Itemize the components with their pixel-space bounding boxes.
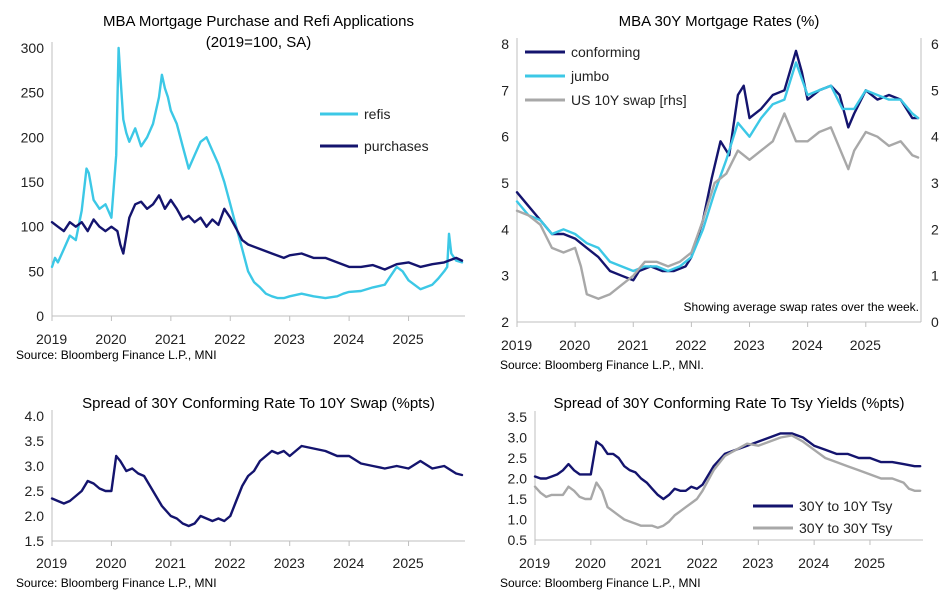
- c4-y-tick-3-5: 3.5: [508, 409, 528, 425]
- chart-applications-svg: MBA Mortgage Purchase and Refi Applicati…: [21, 13, 465, 347]
- c2-y-tick-3: 3: [501, 268, 509, 284]
- chart-spread-tsy: Spread of 30Y Conforming Rate To Tsy Yie…: [473, 392, 946, 572]
- c2-y-tick-6: 6: [501, 129, 509, 145]
- c1-x-tick-2025: 2025: [393, 331, 424, 347]
- c1-title-line-0: MBA Mortgage Purchase and Refi Applicati…: [103, 13, 414, 30]
- c2-y2-tick-1: 1: [931, 268, 939, 284]
- c1-x-tick-2023: 2023: [274, 331, 305, 347]
- c4-x-tick-2019: 2019: [519, 555, 550, 571]
- c1-y-tick-50: 50: [28, 263, 44, 279]
- c4-x-tick-2025: 2025: [854, 555, 885, 571]
- chart-applications: MBA Mortgage Purchase and Refi Applicati…: [0, 0, 473, 347]
- c2-x-tick-2023: 2023: [734, 337, 765, 353]
- c4-x-tick-2020: 2020: [575, 555, 606, 571]
- c2-x-tick-2019: 2019: [501, 337, 532, 353]
- c1-y-tick-150: 150: [21, 174, 45, 190]
- c4-series-30y-to-10y-tsy: [533, 432, 922, 501]
- c1-series-refis: [50, 46, 464, 300]
- c2-y2-tick-5: 5: [931, 82, 939, 98]
- source-note-applications: Source: Bloomberg Finance L.P., MNI: [16, 348, 217, 362]
- c3-series-line-0: [50, 444, 464, 528]
- c1-legend-label-purchases: purchases: [364, 138, 429, 154]
- c3-y-tick-3-0: 3.0: [25, 458, 45, 474]
- source-note-spread-swap: Source: Bloomberg Finance L.P., MNI: [16, 576, 217, 590]
- c2-note: Showing average swap rates over the week…: [684, 300, 919, 314]
- c3-y-tick-1-5: 1.5: [25, 533, 45, 549]
- c3-title-line-0: Spread of 30Y Conforming Rate To 10Y Swa…: [82, 395, 435, 412]
- c1-legend-label-refis: refis: [364, 106, 390, 122]
- c2-x-tick-2024: 2024: [792, 337, 823, 353]
- chart-spread-swap: Spread of 30Y Conforming Rate To 10Y Swa…: [0, 392, 473, 572]
- c2-series-conforming: [515, 49, 920, 282]
- c3-x-tick-2020: 2020: [95, 555, 126, 571]
- source-note-mortgage-rates: Source: Bloomberg Finance L.P., MNI.: [500, 358, 704, 372]
- c2-y-tick-2: 2: [501, 314, 509, 330]
- c2-y-tick-5: 5: [501, 175, 509, 191]
- chart-mortgage-rates: MBA 30Y Mortgage Rates (%) 2019 2020 2021 20…: [473, 0, 946, 353]
- c2-series-us-10y-swap-rhs: [515, 112, 920, 300]
- c2-x-tick-2022: 2022: [675, 337, 706, 353]
- c2-legend-label-conforming: conforming: [571, 44, 640, 60]
- c2-y2-tick-4: 4: [931, 129, 939, 145]
- c2-y-tick-7: 7: [501, 82, 509, 98]
- c1-y-tick-100: 100: [21, 219, 45, 235]
- c1-x-tick-2021: 2021: [155, 331, 186, 347]
- c2-y-tick-8: 8: [501, 36, 509, 52]
- c1-y-tick-200: 200: [21, 129, 45, 145]
- c1-x-tick-2019: 2019: [36, 331, 67, 347]
- c3-y-tick-3-5: 3.5: [25, 433, 45, 449]
- c1-y-tick-300: 300: [21, 40, 45, 56]
- c4-x-tick-2023: 2023: [742, 555, 773, 571]
- c4-y-tick-1-5: 1.5: [508, 491, 528, 507]
- c2-legend-label-jumbo: jumbo: [570, 68, 609, 84]
- c4-legend-label-30y-to-10y-tsy: 30Y to 10Y Tsy: [799, 498, 892, 514]
- chart-spread-swap-svg: Spread of 30Y Conforming Rate To 10Y Swa…: [25, 395, 465, 571]
- c3-x-tick-2021: 2021: [155, 555, 186, 571]
- c4-y-tick-2-0: 2.0: [508, 471, 528, 487]
- c4-title-line-0: Spread of 30Y Conforming Rate To Tsy Yie…: [553, 395, 904, 412]
- c4-legend-label-30y-to-30y-tsy: 30Y to 30Y Tsy: [799, 520, 892, 536]
- c4-x-tick-2022: 2022: [686, 555, 717, 571]
- c4-y-tick-1-0: 1.0: [508, 512, 528, 528]
- c2-x-tick-2021: 2021: [617, 337, 648, 353]
- c4-series-30y-to-30y-tsy: [533, 434, 922, 529]
- c3-x-tick-2023: 2023: [274, 555, 305, 571]
- c1-title-line-1: (2019=100, SA): [206, 34, 312, 51]
- c4-x-tick-2024: 2024: [798, 555, 829, 571]
- c4-y-tick-2-5: 2.5: [508, 450, 528, 466]
- c3-y-tick-2-5: 2.5: [25, 483, 45, 499]
- c1-x-tick-2024: 2024: [333, 331, 364, 347]
- c1-x-tick-2020: 2020: [95, 331, 126, 347]
- c2-legend-label-us-10y-swap-rhs: US 10Y swap [rhs]: [571, 92, 687, 108]
- c1-series-purchases: [50, 194, 464, 271]
- c2-y2-tick-2: 2: [931, 221, 939, 237]
- c2-x-tick-2020: 2020: [559, 337, 590, 353]
- c3-x-tick-2022: 2022: [214, 555, 245, 571]
- c3-x-tick-2024: 2024: [333, 555, 364, 571]
- c4-y-tick-0-5: 0.5: [508, 532, 528, 548]
- c1-y-tick-250: 250: [21, 85, 45, 101]
- c2-series-jumbo: [515, 61, 920, 273]
- c2-title-line-0: MBA 30Y Mortgage Rates (%): [619, 13, 820, 30]
- chart-spread-tsy-svg: Spread of 30Y Conforming Rate To Tsy Yie…: [508, 395, 923, 571]
- chart-mortgage-rates-svg: MBA 30Y Mortgage Rates (%)2019 2020 2021 20…: [501, 13, 939, 353]
- c3-y-tick-4-0: 4.0: [25, 408, 45, 424]
- c3-x-tick-2025: 2025: [393, 555, 424, 571]
- c1-y-tick-0: 0: [36, 308, 44, 324]
- c2-x-tick-2025: 2025: [850, 337, 881, 353]
- source-note-spread-tsy: Source: Bloomberg Finance L.P., MNI: [500, 576, 701, 590]
- c2-y-tick-4: 4: [501, 221, 509, 237]
- c4-y-tick-3-0: 3.0: [508, 430, 528, 446]
- c2-y2-tick-6: 6: [931, 36, 939, 52]
- c4-x-tick-2021: 2021: [631, 555, 662, 571]
- c1-x-tick-2022: 2022: [214, 331, 245, 347]
- c3-x-tick-2019: 2019: [36, 555, 67, 571]
- c3-y-tick-2-0: 2.0: [25, 508, 45, 524]
- c2-y2-tick-3: 3: [931, 175, 939, 191]
- c2-y2-tick-0: 0: [931, 314, 939, 330]
